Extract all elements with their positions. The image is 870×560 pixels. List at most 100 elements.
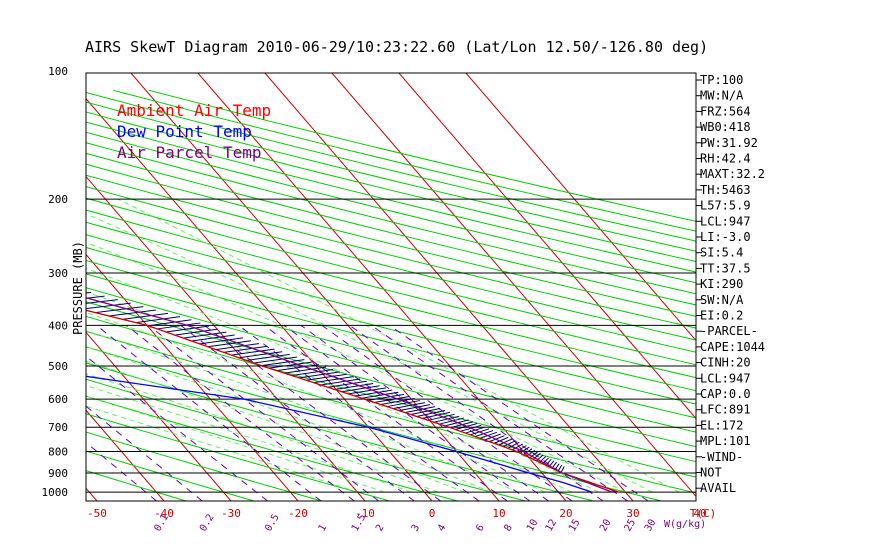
side-panel-item: EL:172 — [700, 418, 743, 432]
pressure-tick-label: 800 — [48, 446, 68, 459]
chart-title: AIRS SkewT Diagram 2010-06-29/10:23:22.6… — [85, 38, 708, 56]
cape-hatch-line — [398, 404, 431, 412]
pressure-tick-label: 300 — [48, 267, 68, 280]
cape-hatch-line — [523, 448, 533, 456]
side-panel-item: CAP:0.0 — [700, 387, 751, 401]
cape-hatch-line — [148, 319, 192, 327]
cape-hatch-line — [0, 269, 4, 275]
moist-adiabat — [86, 395, 385, 493]
pressure-tick-label: 600 — [48, 393, 68, 406]
cape-hatch-line — [560, 466, 565, 473]
cape-hatch-line — [95, 306, 144, 314]
moist-adiabat — [86, 330, 519, 493]
mixing-ratio-label: 25 — [623, 518, 639, 534]
mixing-ratio-label: 10 — [525, 518, 541, 534]
cape-hatch-line — [386, 400, 420, 408]
legend-entry: Dew Point Temp — [117, 122, 252, 141]
cape-hatch-line — [122, 312, 169, 320]
side-panel-item: MW:N/A — [700, 89, 744, 103]
bottom-temp-tick: 40 — [693, 507, 706, 520]
cape-hatch-line — [261, 359, 305, 367]
cape-hatch-line — [484, 433, 501, 441]
dry-adiabat — [86, 121, 696, 273]
mixing-ratio-line — [86, 405, 203, 501]
cape-hatch-line — [108, 309, 156, 317]
dry-adiabat — [86, 186, 696, 341]
side-panel-item: WB0:418 — [700, 120, 751, 134]
dry-adiabat — [86, 259, 696, 419]
cape-hatch-line — [422, 411, 450, 419]
dry-adiabat — [86, 413, 390, 501]
pressure-tick-label: 500 — [48, 360, 68, 373]
dry-adiabat — [86, 163, 696, 317]
mixing-ratio-label: 0.5 — [263, 512, 282, 533]
side-panel-item: LCL:947 — [700, 214, 751, 228]
cape-hatch-line — [157, 322, 201, 330]
cape-hatch-line — [529, 451, 538, 459]
side-panel-item: FRZ:564 — [700, 104, 751, 118]
cape-hatch-line — [7, 285, 63, 291]
isotherm-line — [86, 97, 433, 501]
cape-hatch-line — [519, 446, 530, 454]
bottom-temp-tick: -50 — [87, 507, 107, 520]
pressure-tick-label: 700 — [48, 421, 68, 434]
series-lines — [86, 297, 619, 493]
dry-adiabat — [86, 346, 662, 501]
bottom-temp-tick: 20 — [559, 507, 572, 520]
cape-hatch-line — [23, 289, 78, 295]
mixing-ratio-label: 12 — [544, 518, 560, 534]
cape-hatch-line — [306, 373, 347, 381]
cape-hatch-line — [368, 393, 405, 401]
mixing-ratio-line — [96, 324, 322, 501]
cape-hatch-line — [313, 376, 354, 384]
dry-adiabat — [86, 273, 696, 433]
side-panel-item: TH:5463 — [700, 183, 751, 197]
side-panel-item: KI:290 — [700, 277, 743, 291]
cape-hatch-line — [334, 382, 374, 390]
isotherm-line — [130, 73, 500, 501]
axis-labels: 1002003004005006007008009001000-120-110-… — [42, 65, 717, 534]
isotherm-line — [331, 73, 696, 498]
side-panel-item: TP:100 — [700, 73, 743, 87]
side-panel-item: TT:37.5 — [700, 261, 751, 275]
mixing-ratio-label: 4 — [436, 523, 449, 534]
cape-hatch-line — [354, 389, 393, 397]
isotherm-line — [465, 73, 696, 342]
cape-hatch-line — [320, 378, 361, 386]
bottom-temp-tick: 30 — [626, 507, 639, 520]
cape-hatch-line — [503, 440, 516, 448]
cape-hatch-line — [165, 325, 210, 333]
cape-hatch-line — [174, 328, 218, 336]
cape-hatch-line — [526, 449, 536, 457]
mixing-ratio-line — [263, 324, 508, 501]
mixing-ratio-line — [300, 324, 549, 501]
cape-hatch-line — [410, 408, 441, 416]
pressure-tick-label: 100 — [48, 65, 68, 78]
bottom-temp-tick: -10 — [355, 507, 375, 520]
mixing-ratio-line — [86, 441, 157, 501]
side-panel-item: MPL:101 — [700, 434, 751, 448]
legend: Ambient Air Temp Dew Point Temp Air Parcel… — [117, 101, 271, 162]
mixing-ratio-label: 2 — [374, 523, 387, 534]
mixing-ratio-line — [86, 355, 268, 501]
cape-hatch-line — [507, 441, 520, 449]
cape-hatch-line — [183, 331, 227, 339]
cape-hatch-line — [86, 295, 105, 299]
cape-hatch-line — [374, 395, 410, 403]
mixing-ratio-label: 8 — [502, 523, 515, 534]
cape-hatch-line — [327, 380, 367, 388]
side-panel-item: -PARCEL- — [700, 324, 758, 338]
cape-hatch-line — [380, 398, 415, 406]
mixing-unit-label: W(g/kg) — [664, 519, 706, 530]
cape-hatch-line — [199, 337, 243, 345]
series-line — [86, 375, 593, 493]
dry-adiabat — [86, 362, 594, 501]
temp-unit-label: T(C) — [690, 507, 717, 520]
cape-hatch-line — [207, 340, 252, 348]
cape-hatch-line — [299, 371, 341, 379]
cape-hatch-line — [246, 353, 290, 361]
bottom-temp-tick: -20 — [288, 507, 308, 520]
cape-hatch-line — [223, 345, 267, 353]
cape-hatch-line — [348, 387, 387, 395]
